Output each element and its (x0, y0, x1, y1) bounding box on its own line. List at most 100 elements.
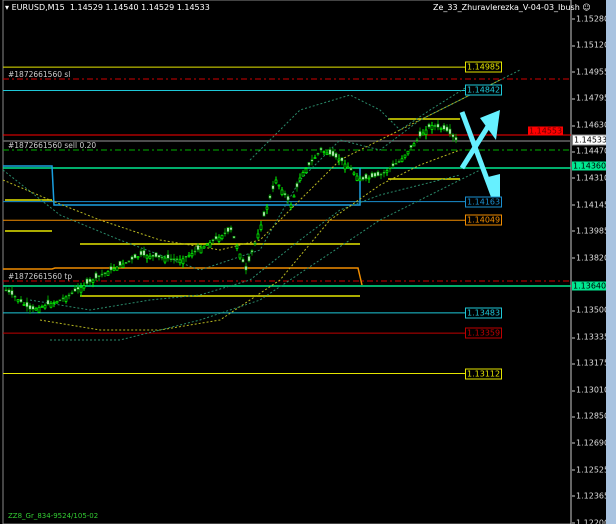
order-sl-label[interactable]: #1872661560 sl (8, 70, 71, 79)
candle-body (295, 183, 299, 188)
candle-body (175, 258, 179, 261)
candle-body (202, 245, 206, 249)
candle-body (244, 265, 248, 271)
candle-body (7, 289, 11, 293)
level-label[interactable]: 1.14049 (465, 214, 503, 226)
price-tick: 1.14795 (571, 93, 610, 103)
candle-body (133, 254, 137, 259)
candle-body (274, 179, 278, 184)
candle-body (79, 287, 83, 293)
candle-body (265, 206, 269, 210)
candle-body (184, 256, 188, 258)
candle-body (409, 144, 413, 148)
price-tick: 1.13820 (571, 253, 610, 263)
chart-symbol-header: ▾ EURUSD,M15 1.14529 1.14540 1.14529 1.1… (5, 3, 210, 12)
stop-price-tag: 1.14553 (528, 126, 564, 136)
indicator-band (2, 69, 521, 271)
candle-body (277, 184, 281, 187)
candle-body (448, 128, 452, 135)
candle-body (142, 250, 146, 256)
candle-body (73, 288, 77, 292)
candle-body (43, 304, 47, 309)
candle-body (394, 163, 398, 165)
candle-body (313, 157, 317, 159)
candle-body (451, 134, 455, 138)
candle-body (391, 163, 395, 167)
candle-body (136, 256, 140, 259)
candle-body (46, 299, 50, 305)
candle-body (76, 286, 80, 290)
candle-body (319, 147, 323, 151)
smiley-icon[interactable]: ☺ (582, 3, 591, 12)
candle-body (346, 166, 350, 169)
candle-body (22, 304, 26, 306)
candle-body (151, 254, 155, 257)
candle-body (25, 301, 29, 308)
candle-body (385, 170, 389, 173)
candle-body (433, 125, 437, 127)
candle-body (163, 257, 167, 263)
candle-body (31, 305, 35, 310)
candle-body (454, 137, 458, 141)
level-label[interactable]: 1.13112 (465, 368, 503, 379)
price-tick: 1.15120 (571, 40, 610, 50)
order-sell-label[interactable]: #1872661560 sell 0.20 (8, 141, 97, 150)
candle-body (367, 177, 371, 180)
indicator-header: Ze_33_Zhuravlerezka_V-04-03_Ibush ☺ (433, 3, 591, 12)
order-tp-label[interactable]: #1872661560 tp (8, 272, 73, 281)
level-label[interactable]: 1.13483 (465, 307, 503, 319)
candle-body (406, 150, 410, 155)
candle-body (331, 150, 335, 157)
candle-body (61, 297, 65, 300)
candle-body (268, 195, 272, 199)
level-label[interactable]: 1.14163 (465, 196, 503, 208)
level-label[interactable]: 1.13359 (465, 327, 503, 339)
level-label[interactable]: 1.14842 (465, 84, 503, 96)
candle-body (97, 275, 101, 278)
candle-body (250, 250, 254, 253)
candle-body (421, 132, 425, 136)
candle-body (64, 296, 68, 302)
candle-body (115, 266, 119, 271)
candle-body (316, 153, 320, 155)
candle-body (352, 172, 356, 175)
level-label[interactable]: 1.14985 (465, 61, 503, 73)
candle-body (217, 236, 221, 242)
candle-body (382, 172, 386, 174)
candle-body (259, 224, 263, 230)
price-tick: 1.12850 (571, 411, 610, 421)
candle-body (172, 258, 176, 261)
candle-body (361, 176, 365, 180)
candle-body (364, 173, 368, 180)
candle-body (106, 271, 110, 276)
candle-body (226, 227, 230, 233)
candle-body (430, 124, 434, 130)
candle-body (262, 211, 266, 217)
candle-body (121, 263, 125, 268)
candle-body (91, 279, 95, 283)
candle-body (292, 195, 296, 198)
candle-body (19, 299, 23, 303)
candle-body (328, 149, 332, 155)
candle-body (55, 300, 59, 304)
candle-body (82, 285, 86, 289)
candle-body (436, 123, 440, 128)
candle-body (16, 299, 20, 302)
price-tick: 1.15280 (571, 14, 610, 24)
scrollbar[interactable] (606, 0, 616, 524)
candle-body (70, 292, 74, 294)
candle-body (40, 305, 44, 308)
indicator-band (29, 174, 461, 311)
candle-body (427, 123, 431, 128)
candle-body (205, 244, 209, 246)
candle-body (247, 255, 251, 262)
candle-body (103, 272, 107, 275)
candle-body (13, 295, 17, 298)
candle-body (424, 129, 428, 136)
candle-body (334, 153, 338, 158)
collapse-triangle-icon[interactable]: ▾ (5, 3, 10, 12)
candle-body (445, 126, 449, 132)
candle-body (235, 245, 239, 249)
